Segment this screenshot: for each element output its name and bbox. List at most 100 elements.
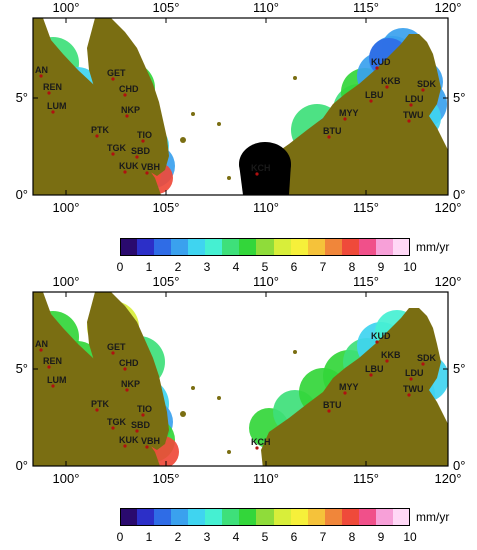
station-marker: [385, 85, 389, 89]
lon-tick-label-top: 100°: [53, 274, 80, 289]
station-marker: [327, 135, 331, 139]
lon-tick-label-bottom: 105°: [153, 471, 180, 486]
station-marker: [343, 391, 347, 395]
map-panel-bottom: AN GET REN CHD LUM NKP PTK TIO TGK SBD KUK VBH KUD KK…: [0, 270, 477, 510]
lon-tick-label-top: 115°: [353, 274, 379, 289]
station-label: KCH: [251, 163, 271, 173]
station-label: MYY: [339, 108, 359, 118]
station-marker: [125, 388, 129, 392]
colorbar-swatch: [392, 508, 411, 526]
island: [217, 396, 221, 400]
lon-tick-label-top: 110°: [253, 274, 279, 289]
station-marker: [255, 172, 259, 176]
island: [331, 440, 335, 444]
lon-tick-label-bottom: 120°: [435, 200, 462, 215]
station-marker: [145, 445, 149, 449]
island: [227, 450, 231, 454]
colorbar-swatch: [171, 238, 189, 256]
lon-tick-label-top: 105°: [153, 274, 180, 289]
station-label: PTK: [91, 125, 110, 135]
station-marker: [51, 110, 55, 114]
station-label: VBH: [141, 162, 160, 172]
colorbar-swatch: [392, 238, 411, 256]
velocity-anomaly-black: [239, 164, 291, 195]
station-label: GET: [107, 342, 126, 352]
land-borneo: [261, 308, 448, 466]
lat-tick-label-right: 0°: [453, 458, 465, 473]
colorbar-swatch: [188, 508, 206, 526]
colorbar-tick-label: 6: [290, 530, 298, 544]
land-sumatra: [33, 18, 161, 195]
lon-tick-label-top: 110°: [253, 0, 279, 15]
station-label: NKP: [121, 105, 140, 115]
colorbar-tick-label: 5: [261, 530, 269, 544]
colorbar-swatch: [171, 508, 189, 526]
station-label: KKB: [381, 350, 401, 360]
station-label: BTU: [323, 400, 342, 410]
map-panel-top: AN GET REN CHD LUM NKP PTK TIO TGK SBD KUK VBH KUD KK…: [0, 0, 477, 270]
colorbar-swatch: [341, 508, 360, 526]
station-marker: [111, 152, 115, 156]
colorbar-swatch: [137, 238, 155, 256]
station-label: BTU: [323, 126, 342, 136]
station-label: KUD: [371, 331, 391, 341]
station-marker: [141, 139, 145, 143]
lon-tick-label-top: 120°: [435, 0, 462, 15]
station-label: VBH: [141, 436, 160, 446]
island: [410, 167, 416, 173]
lat-tick-label-right: 0°: [453, 187, 465, 202]
station-marker: [47, 365, 51, 369]
colorbar-swatch: [307, 508, 326, 526]
island: [331, 166, 335, 170]
colorbar-bottom: 0 1 2 3 4 5 6 7 8 9 10 mm/yr: [116, 508, 477, 548]
station-marker: [343, 117, 347, 121]
station-label: KUK: [119, 161, 139, 171]
station-label: AN: [35, 65, 48, 75]
lon-tick-label-bottom: 115°: [353, 471, 379, 486]
station-marker: [47, 91, 51, 95]
lon-tick-label-bottom: 115°: [353, 200, 379, 215]
map-frame: [32, 17, 449, 196]
station-label: REN: [43, 356, 62, 366]
station-label: LBU: [365, 90, 384, 100]
colorbar-tick-label: 8: [348, 530, 356, 544]
station-marker: [123, 170, 127, 174]
colorbar-swatch: [256, 238, 275, 256]
island: [191, 112, 195, 116]
station-label: REN: [43, 82, 62, 92]
station-label: TWU: [403, 110, 424, 120]
colorbar-tick-label: 9: [377, 260, 385, 274]
lon-tick-label-bottom: 110°: [253, 471, 279, 486]
lon-tick-label-top: 100°: [53, 0, 80, 15]
colorbar-tick-label: 3: [203, 260, 211, 274]
station-label: CHD: [119, 358, 139, 368]
island: [227, 176, 231, 180]
station-marker: [135, 155, 139, 159]
colorbar-tick-label: 0: [116, 530, 124, 544]
station-marker: [51, 384, 55, 388]
colorbar-swatch: [256, 508, 275, 526]
colorbar-tick-label: 1: [145, 260, 153, 274]
station-label: LBU: [365, 364, 384, 374]
station-marker: [385, 359, 389, 363]
colorbar-tick-label: 10: [403, 530, 417, 544]
lon-tick-label-bottom: 120°: [435, 471, 462, 486]
colorbar-swatch: [154, 508, 172, 526]
colorbar-swatch: [205, 238, 223, 256]
lat-tick-label-left: 0°: [16, 187, 28, 202]
island: [293, 76, 297, 80]
land-kalimantan: [267, 452, 341, 466]
colorbar-swatch: [120, 238, 138, 256]
lon-tick-label-top: 115°: [353, 0, 379, 15]
station-marker: [111, 351, 115, 355]
station-marker: [369, 373, 373, 377]
station-marker: [407, 119, 411, 123]
station-label: LUM: [47, 101, 67, 111]
island: [217, 122, 221, 126]
colorbar-swatch: [205, 508, 223, 526]
colorbar-tick-label: 7: [319, 260, 327, 274]
station-marker: [111, 426, 115, 430]
station-label: TGK: [107, 143, 126, 153]
colorbar-tick-label: 6: [290, 260, 298, 274]
island: [180, 137, 186, 143]
